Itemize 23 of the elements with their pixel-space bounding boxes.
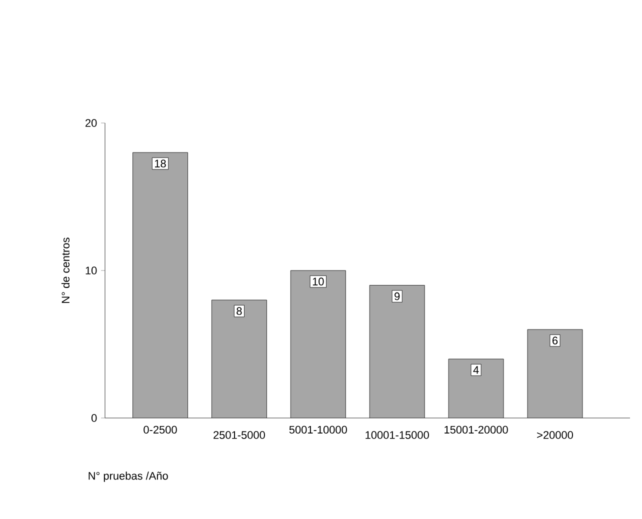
x-tick-label: 15001-20000 <box>444 426 508 434</box>
bar <box>290 270 346 418</box>
bar <box>370 285 425 418</box>
data-label: 18 <box>155 160 166 168</box>
y-tick-label: 20 <box>86 119 97 127</box>
bar <box>212 300 267 418</box>
bar <box>132 152 188 418</box>
data-label: 8 <box>236 307 242 315</box>
x-axis-title: N° pruebas /Año <box>88 472 168 482</box>
x-tick-label: 5001-10000 <box>289 426 347 434</box>
data-label: 6 <box>552 336 558 344</box>
data-label: 10 <box>312 278 324 286</box>
bar <box>527 329 583 418</box>
x-tick-label: 2501-5000 <box>214 431 265 439</box>
data-label: 9 <box>394 292 400 300</box>
bar <box>448 359 504 418</box>
x-tick-label: >20000 <box>537 431 573 439</box>
x-tick-label: 10001-15000 <box>366 431 429 439</box>
x-tick-label: 0-2500 <box>144 426 177 434</box>
data-label: 4 <box>473 366 479 374</box>
y-axis-title: N° de centros <box>61 238 70 303</box>
y-tick-label: 10 <box>86 266 97 274</box>
y-tick-label: 0 <box>91 414 97 422</box>
